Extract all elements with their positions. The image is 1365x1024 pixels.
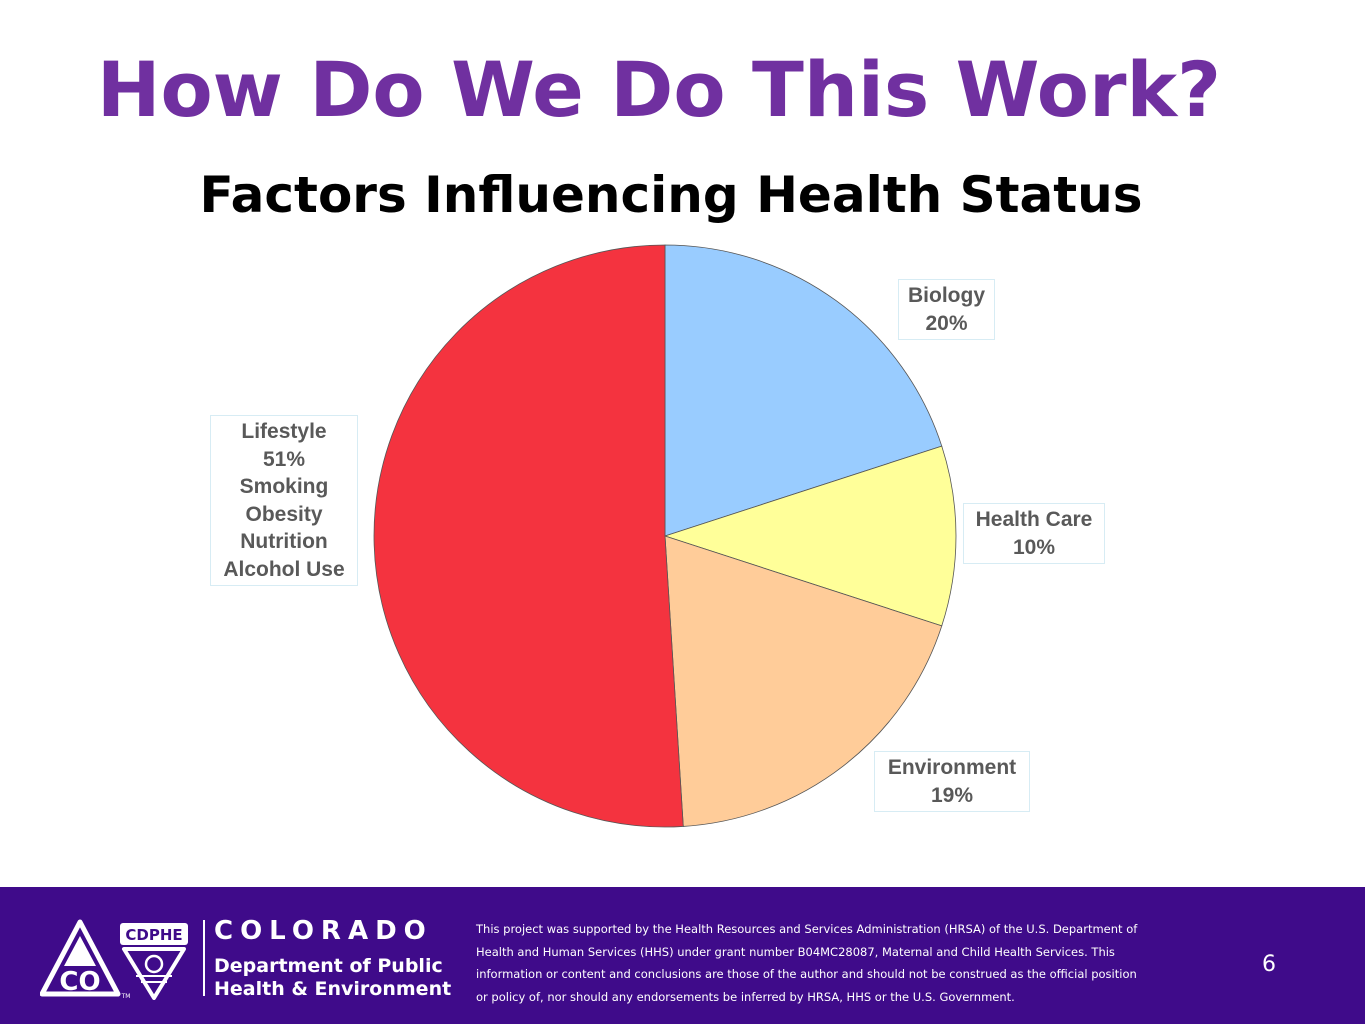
funding-disclaimer: This project was supported by the Health… [476,918,1206,1008]
disclaimer-line: Health and Human Services (HHS) under gr… [476,944,1115,959]
pie-label-value: 10% [1012,535,1056,559]
pie-label-value: 51% [262,447,306,471]
logo-trademark: TM [121,993,131,1000]
pie-label-health-care: Health Care 10% [963,503,1105,564]
state-name: COLORADO [214,916,433,946]
pie-label-biology: Biology 20% [898,279,995,340]
page-number: 6 [1262,952,1276,977]
department-name-line: Department of Public [214,955,443,977]
pie-label-name: Lifestyle [241,420,327,443]
department-name-line: Health & Environment [214,978,452,1000]
pie-label-detail: Alcohol Use [223,557,345,581]
department-name: Department of Public Health & Environment [214,955,451,1001]
pie-label-environment: Environment 19% [874,751,1030,812]
logo-badge-text: CDPHE [125,926,182,944]
chart-title: Factors Influencing Health Status [199,166,1143,224]
pie-slice-lifestyle [373,244,684,828]
footer-bar [0,887,1365,1024]
pie-label-value: 20% [925,311,968,335]
pie-chart [373,244,957,828]
disclaimer-line: or policy of, nor should any endorsement… [476,989,1015,1004]
pie-label-lifestyle: Lifestyle 51% Smoking Obesity Nutrition Alcoh… [210,415,358,586]
colorado-triangle-logo-icon: CO CDPHE TM [40,919,188,1000]
disclaimer-line: This project was supported by the Health… [476,922,1138,936]
disclaimer-line: information or content and conclusions a… [476,967,1137,981]
footer-divider [203,920,205,996]
pie-slice-health-care [663,445,957,627]
pie-label-detail: Smoking [239,475,329,498]
pie-slice-biology [664,244,943,537]
pie-label-name: Biology [908,284,985,307]
pie-label-detail: Nutrition [240,530,328,553]
pie-label-value: 19% [930,783,974,807]
pie-label-detail: Obesity [245,502,323,526]
pie-label-name: Health Care [975,508,1093,531]
pie-label-name: Environment [887,756,1017,779]
pie-slice-environment [664,535,943,827]
slide-title: How Do We Do This Work? [96,45,1222,134]
logo-monogram: CO [59,967,100,997]
